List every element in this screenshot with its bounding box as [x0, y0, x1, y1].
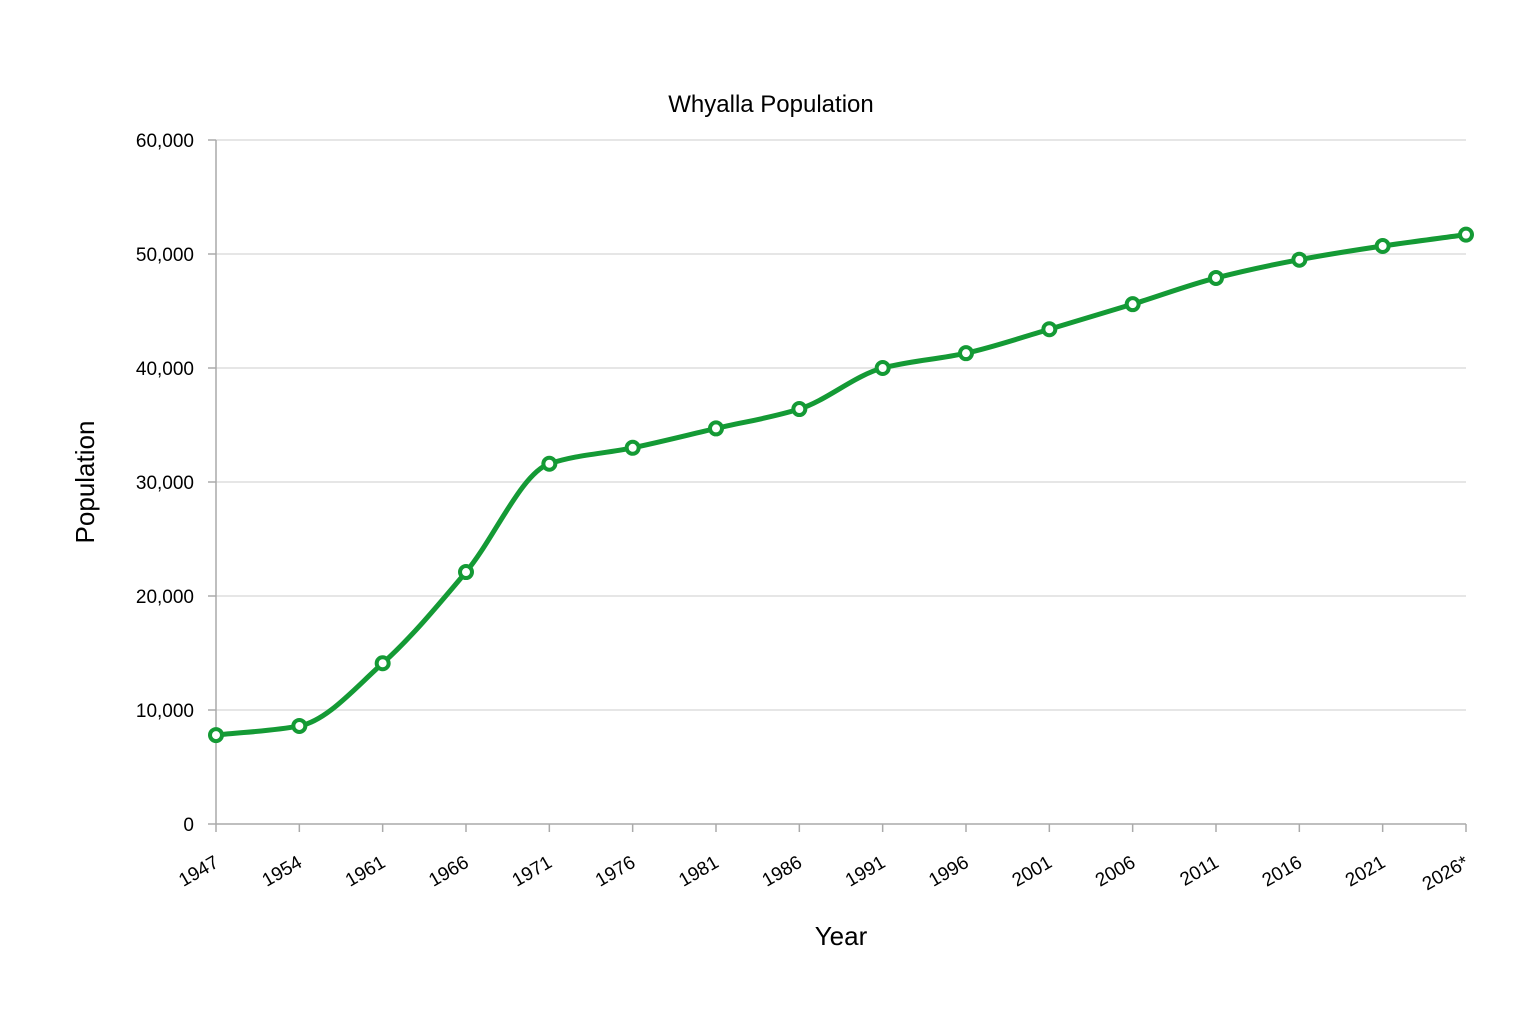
x-tick-label: 2016	[1259, 852, 1306, 891]
data-point[interactable]	[1124, 296, 1141, 313]
x-tick-label: 1971	[509, 852, 556, 891]
y-tick-label: 20,000	[136, 587, 194, 608]
data-point[interactable]	[791, 401, 808, 418]
y-axis-ticks: 0 10,000 20,000 30,000 40,000 50,000 60,000	[136, 131, 216, 836]
x-tick-label: 1996	[925, 852, 972, 891]
x-tick-label: 2001	[1009, 852, 1056, 891]
series-line	[213, 232, 1469, 738]
y-tick-label: 60,000	[136, 131, 194, 152]
x-tick-label: 1986	[759, 852, 806, 891]
x-tick-label: 1947	[175, 852, 222, 891]
data-point[interactable]	[1041, 321, 1058, 338]
x-axis-title: Year	[815, 921, 868, 951]
data-point[interactable]	[1208, 269, 1224, 286]
data-point[interactable]	[1291, 251, 1308, 268]
chart-title: Whyalla Population	[668, 91, 873, 118]
data-point[interactable]	[458, 564, 474, 581]
data-point[interactable]	[708, 420, 724, 437]
x-tick-label: 1981	[675, 852, 722, 891]
x-tick-label: 1961	[342, 852, 389, 891]
grid-lines	[216, 139, 1466, 711]
x-tick-label: 1991	[842, 852, 889, 891]
x-tick-label: 1966	[425, 852, 472, 891]
data-point[interactable]	[874, 360, 891, 376]
data-point[interactable]	[374, 655, 391, 672]
x-axis-ticks: 1947 1954 1961 1966 1971 1976 1981 1986 1991 1996…	[175, 824, 1473, 895]
x-tick-label: 2011	[1177, 852, 1223, 891]
x-tick-label: 2026*	[1419, 852, 1473, 895]
data-point[interactable]	[1374, 238, 1391, 255]
y-tick-label: 10,000	[136, 701, 194, 722]
x-tick-label: 2006	[1092, 852, 1139, 891]
data-points	[208, 226, 1474, 744]
x-tick-label: 2021	[1342, 852, 1389, 891]
data-point[interactable]	[541, 455, 558, 472]
y-tick-label: 40,000	[136, 359, 194, 380]
data-point[interactable]	[1458, 226, 1474, 243]
y-tick-label: 30,000	[136, 473, 194, 494]
data-point[interactable]	[958, 345, 974, 362]
x-tick-label: 1954	[259, 852, 306, 892]
data-point[interactable]	[624, 439, 641, 456]
data-point[interactable]	[208, 727, 224, 744]
data-point[interactable]	[291, 717, 308, 734]
y-axis-title: Population	[70, 421, 100, 544]
y-tick-label: 50,000	[136, 245, 194, 266]
x-tick-label: 1976	[592, 852, 639, 891]
y-tick-label: 0	[183, 815, 194, 836]
